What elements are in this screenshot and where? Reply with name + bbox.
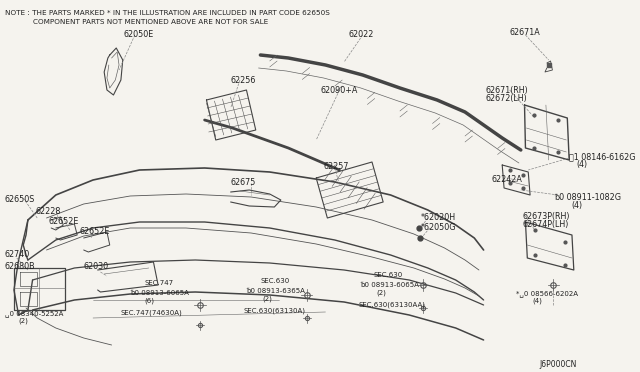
Text: SEC.630: SEC.630: [374, 272, 403, 278]
Text: (4): (4): [532, 298, 542, 305]
Text: ␦1 08146-6162G: ␦1 08146-6162G: [569, 152, 636, 161]
Text: *␣0 08566-6202A: *␣0 08566-6202A: [516, 290, 578, 297]
Text: 62671A: 62671A: [509, 28, 540, 37]
Text: (4): (4): [571, 201, 582, 210]
Text: (2): (2): [377, 290, 387, 296]
Text: 62675: 62675: [230, 178, 256, 187]
Text: J6P000CN: J6P000CN: [540, 360, 577, 369]
Text: 62740: 62740: [4, 250, 30, 259]
Text: (2): (2): [262, 296, 272, 302]
Text: SEC.630(63130AA): SEC.630(63130AA): [358, 302, 425, 308]
Text: ␣0 08340-5252A: ␣0 08340-5252A: [4, 310, 63, 317]
Text: (4): (4): [577, 160, 588, 169]
Text: 62652E: 62652E: [79, 227, 109, 236]
Text: 62673P(RH): 62673P(RH): [523, 212, 570, 221]
Text: ␢0 08913-6365A: ␢0 08913-6365A: [246, 288, 305, 294]
Text: NOTE : THE PARTS MARKED * IN THE ILLUSTRATION ARE INCLUDED IN PART CODE 62650S: NOTE : THE PARTS MARKED * IN THE ILLUSTR…: [4, 10, 330, 16]
Text: 62242A: 62242A: [491, 175, 522, 184]
Text: *62020H: *62020H: [420, 213, 456, 222]
Text: ␢0 08913-6065A: ␢0 08913-6065A: [130, 290, 189, 296]
Text: ␢0 08911-1082G: ␢0 08911-1082G: [554, 193, 621, 202]
Text: SEC.630(63130A): SEC.630(63130A): [244, 308, 306, 314]
Text: ␢0 08913-6065A: ␢0 08913-6065A: [361, 282, 420, 288]
Text: 62030: 62030: [84, 262, 109, 271]
Text: 62257: 62257: [324, 162, 349, 171]
Text: 62256: 62256: [230, 76, 256, 85]
Text: SEC.747: SEC.747: [144, 280, 173, 286]
Text: 62652E: 62652E: [49, 217, 79, 226]
Text: 62228: 62228: [35, 207, 61, 216]
Text: 62090+A: 62090+A: [321, 86, 358, 95]
Text: (2): (2): [19, 318, 28, 324]
Text: SEC.747(74630A): SEC.747(74630A): [121, 310, 182, 317]
Text: (6): (6): [144, 298, 154, 305]
Text: 62671(RH): 62671(RH): [486, 86, 528, 95]
Text: 62674P(LH): 62674P(LH): [523, 220, 569, 229]
Text: 62050E: 62050E: [124, 30, 154, 39]
Text: 62680B: 62680B: [4, 262, 35, 271]
Text: COMPONENT PARTS NOT MENTIONED ABOVE ARE NOT FOR SALE: COMPONENT PARTS NOT MENTIONED ABOVE ARE …: [33, 19, 268, 25]
Text: *62050G: *62050G: [420, 223, 456, 232]
Text: SEC.630: SEC.630: [260, 278, 290, 284]
Text: 62672(LH): 62672(LH): [486, 94, 527, 103]
Text: 62650S: 62650S: [4, 195, 35, 204]
Text: 62022: 62022: [349, 30, 374, 39]
